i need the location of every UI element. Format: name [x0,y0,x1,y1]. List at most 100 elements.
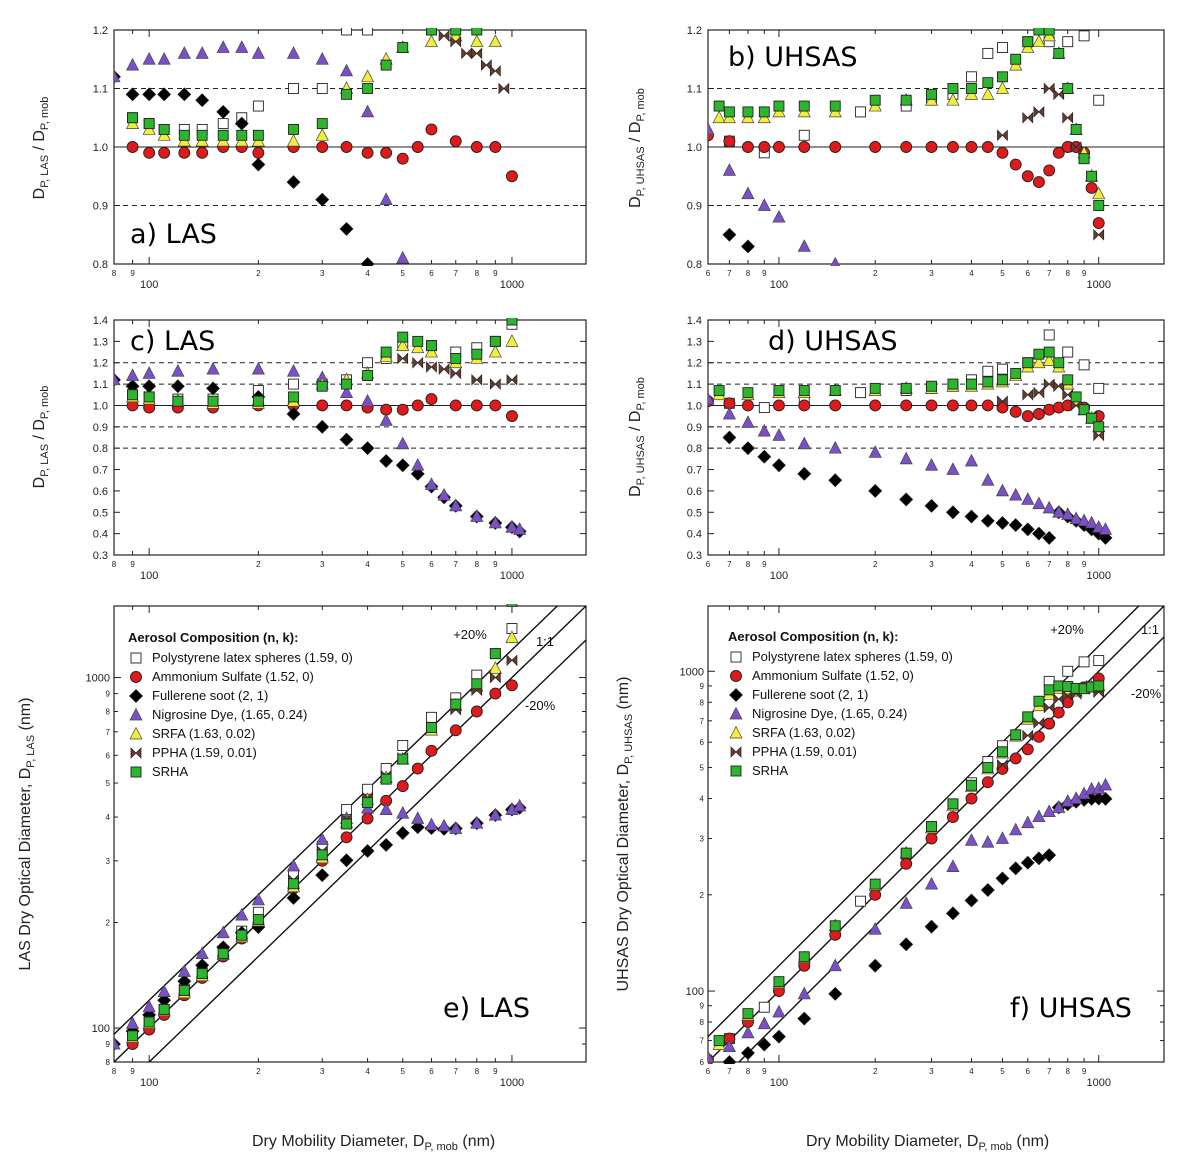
data-point-nig [339,63,354,77]
data-point-soot [757,1037,772,1052]
data-point-nig [1098,777,1113,791]
markers [708,28,1106,266]
data-point-as [996,146,1009,159]
legend-entry-srha: SRHA [752,763,788,778]
data-point-soot [286,891,301,905]
data-point-soot [980,513,995,528]
y-tick-label: 0.6 [93,486,108,498]
y-tick-label: 0.5 [687,507,702,519]
legend-title: Aerosol Composition (n, k): [728,629,898,644]
x-minor-tick-label: 3 [929,269,934,278]
data-point-ppha [426,361,437,373]
data-point-soot [142,87,157,102]
x-minor-tick-label: 2 [256,560,261,569]
data-point-psl [1078,359,1090,371]
y-tick-label: 0.4 [93,529,108,541]
data-point-srha [127,389,139,401]
x-minor-tick-label: 3 [320,1067,325,1076]
panel-c: 0.30.40.50.60.70.80.91.01.11.21.31.48 910… [31,315,587,582]
data-point-nig [964,833,979,846]
data-point-srha [1062,374,1074,386]
data-point-ppha [1022,729,1034,742]
data-point-srha [172,395,184,407]
data-point-ppha [489,671,501,684]
data-point-srfa [424,344,439,358]
data-point-ppha [1033,106,1045,118]
data-point-srha [252,395,264,407]
legend-marker-psl [730,651,742,663]
data-point-ppha [450,367,462,380]
data-point-as [396,780,409,793]
data-point-psl [1062,665,1074,677]
x-minor-tick-label: 9 [1082,269,1087,278]
y-tick-label: 0.7 [93,465,108,477]
legend: Aerosol Composition (n, k): Polystyrene l… [128,629,953,779]
data-point-nig [1098,522,1113,535]
data-point-srha [798,385,810,396]
data-point-nig [411,458,425,471]
legend-entry-srha: SRHA [152,764,188,779]
y-tick-label: 1.4 [93,315,108,327]
x-minor-tick-label: 5 [1000,560,1005,569]
data-point-nig [741,1025,755,1039]
data-point-as [449,724,462,737]
data-point-as [505,170,518,183]
data-point-srha [997,746,1008,758]
x-minor-tick-label: 5 [1000,269,1005,278]
y-axis-label: DP, UHSAS / DP, mob [627,377,647,497]
x-tick-label: 100 [770,1077,788,1089]
x-minor-tick-label: 6 [1026,269,1031,278]
data-point-as [1043,403,1056,416]
x-minor-tick-label: 8 [475,560,480,569]
data-point-nig [171,364,185,377]
data-point-nig [772,209,786,223]
data-point-nig [1032,496,1046,510]
x-minor-tick-label: 9 [493,560,498,569]
data-point-nig [924,876,939,890]
data-point-soot [379,454,394,468]
data-point-nig [286,364,301,377]
data-point-nig [1061,507,1075,520]
y-tick-label: 1.2 [93,25,108,37]
data-point-psl [1093,94,1105,106]
data-point-psl [217,118,229,130]
x-minor-tick-label: 5 [401,560,406,569]
legend-marker-ppha [130,747,142,759]
data-point-nig [114,372,121,386]
data-point-nig [1032,809,1046,823]
data-point-nig [470,509,484,522]
plot-frame [113,319,587,556]
data-point-srfa [411,340,425,354]
data-point-psl [798,129,810,141]
data-point-as [470,141,483,153]
x-minor-tick-label: 7 [1047,269,1052,278]
data-point-nig [505,519,519,533]
data-point-as [361,146,374,159]
data-point-soot [924,919,939,934]
data-point-nig [868,922,882,935]
data-point-srha [397,331,409,343]
data-point-as [1032,176,1045,189]
panel-label: a) LAS [130,219,217,250]
data-point-nig [396,806,410,819]
data-point-soot [964,893,979,908]
data-point-nig [1021,492,1035,505]
data-point-soot [995,871,1010,886]
data-point-ppha [471,373,483,386]
data-point-srha [966,83,977,94]
data-point-srha [362,797,374,808]
data-point-as [449,135,462,148]
data-point-soot [1042,848,1057,863]
data-point-as [900,399,913,412]
y-tick-label: 100 [686,986,704,998]
y-minor-tick-label: 9 [700,1002,705,1011]
x-minor-tick-label: 7 [1047,560,1052,569]
data-point-srha [900,94,912,106]
data-point-nig [216,925,230,939]
data-point-srha [966,378,977,390]
data-point-psl [1078,656,1090,668]
data-point-soot [395,458,410,473]
